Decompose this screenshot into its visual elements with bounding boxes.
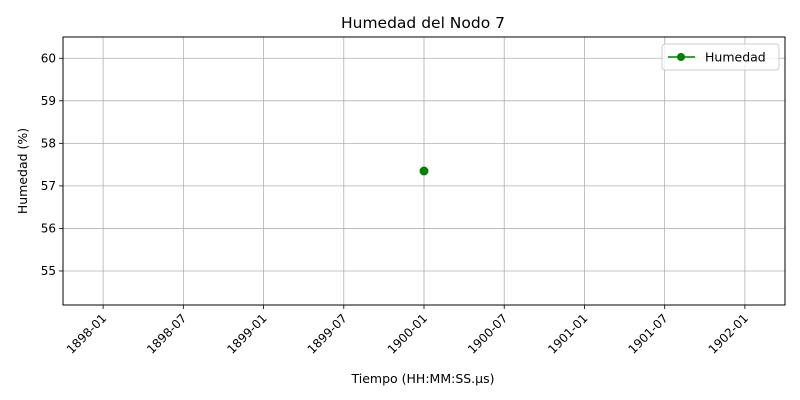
y-tick-label: 60 (41, 51, 56, 65)
legend: Humedad (661, 43, 780, 71)
y-tick-label: 57 (41, 179, 56, 193)
x-tick-label: 1900-07 (465, 311, 510, 356)
y-tick-label: 59 (41, 94, 56, 108)
legend-box (661, 43, 780, 71)
x-tick-label: 1898-01 (64, 311, 109, 356)
x-tick-label: 1899-07 (305, 311, 350, 356)
x-tick-label: 1902-01 (706, 311, 751, 356)
grid (63, 37, 785, 305)
x-axis: 1898-01 1898-07 1899-01 1899-07 1900-01 1900-… (64, 305, 751, 357)
y-axis: 55 56 57 58 59 60 (41, 51, 63, 278)
legend-series-label: Humedad (705, 50, 766, 65)
legend-series-marker (677, 53, 685, 61)
chart-title: Humedad del Nodo 7 (341, 14, 505, 32)
x-tick-label: 1901-01 (545, 311, 590, 356)
x-tick-label: 1899-01 (224, 311, 269, 356)
y-tick-label: 56 (41, 221, 56, 235)
y-tick-label: 58 (41, 136, 56, 150)
series-layer (419, 166, 429, 176)
x-tick-label: 1898-07 (144, 311, 189, 356)
data-point (419, 166, 429, 176)
x-tick-label: 1900-01 (385, 311, 430, 356)
x-tick-label: 1901-07 (625, 311, 670, 356)
x-axis-label: Tiempo (HH:MM:SS.µs) (351, 371, 495, 386)
y-axis-label: Humedad (%) (15, 128, 30, 214)
y-tick-label: 55 (41, 264, 56, 278)
